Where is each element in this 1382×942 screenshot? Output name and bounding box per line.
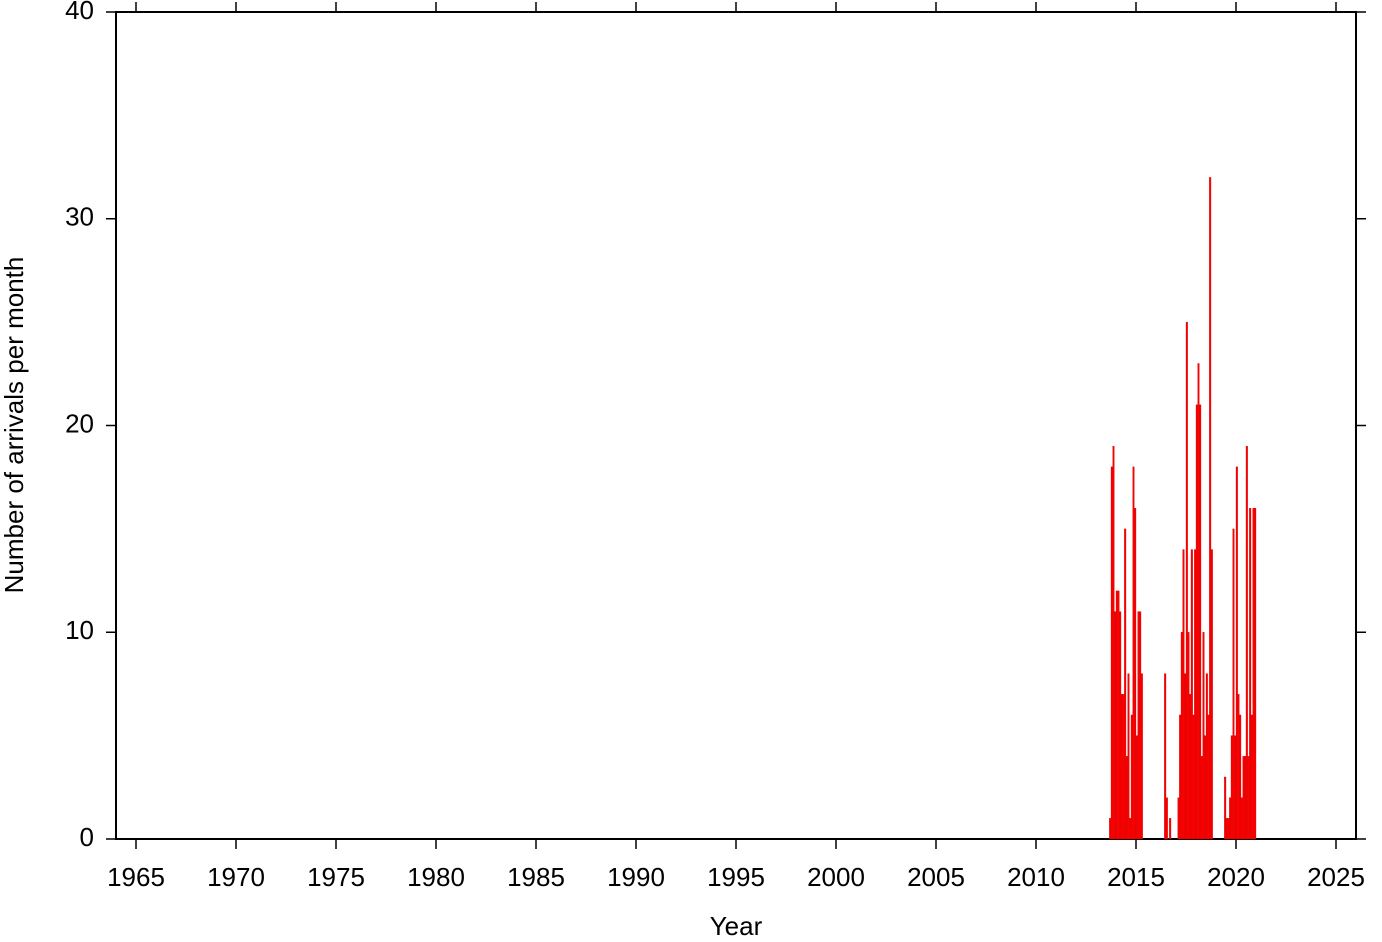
bar <box>1115 590 1118 840</box>
x-tick-label: 2020 <box>1207 862 1265 892</box>
bar <box>1130 714 1133 840</box>
bar <box>1197 363 1200 840</box>
x-tick-label: 1985 <box>507 862 565 892</box>
bar <box>1190 549 1193 840</box>
bar <box>1210 549 1213 840</box>
bar <box>1120 694 1123 840</box>
bar <box>1224 776 1227 840</box>
x-tick-label: 1980 <box>407 862 465 892</box>
bar <box>1119 611 1122 840</box>
bar <box>1199 404 1202 840</box>
bar <box>1137 611 1140 840</box>
bar <box>1247 756 1250 840</box>
x-tick-label: 1975 <box>307 862 365 892</box>
bar <box>1124 528 1127 840</box>
y-tick-label: 20 <box>65 408 94 438</box>
x-axis-label: Year <box>710 911 763 941</box>
bar <box>1127 673 1130 840</box>
bar <box>1225 818 1228 840</box>
bar <box>1129 818 1132 840</box>
bar <box>1234 735 1237 840</box>
bar <box>1164 673 1167 840</box>
bar <box>1109 818 1112 840</box>
y-tick-label: 0 <box>80 822 94 852</box>
bar <box>1250 714 1253 840</box>
x-tick-label: 1970 <box>207 862 265 892</box>
bar <box>1254 508 1257 840</box>
bar <box>1252 508 1255 840</box>
bar <box>1244 756 1247 840</box>
x-tick-label: 2025 <box>1307 862 1365 892</box>
bar <box>1192 714 1195 840</box>
plot-frame <box>115 11 1357 840</box>
y-tick-label: 30 <box>65 202 94 232</box>
x-tick-label: 1965 <box>107 862 165 892</box>
x-tick-label: 2000 <box>807 862 865 892</box>
bar <box>1240 797 1243 840</box>
bar <box>1189 694 1192 840</box>
bar <box>1242 756 1245 840</box>
x-tick-label: 2015 <box>1107 862 1165 892</box>
bar <box>1195 404 1198 840</box>
bar <box>1230 735 1233 840</box>
bar <box>1110 466 1113 840</box>
bar <box>1179 714 1182 840</box>
bar <box>1117 590 1120 840</box>
y-axis-label: Number of arrivals per month <box>0 257 29 594</box>
bar <box>1204 735 1207 840</box>
bar <box>1229 797 1232 840</box>
y-tick-label: 10 <box>65 615 94 645</box>
bar <box>1185 321 1188 840</box>
bar <box>1207 714 1210 840</box>
bar <box>1114 611 1117 840</box>
bar <box>1209 177 1212 840</box>
bar <box>1205 673 1208 840</box>
x-tick-label: 1995 <box>707 862 765 892</box>
bar <box>1125 756 1128 840</box>
bar <box>1187 632 1190 840</box>
bar <box>1182 549 1185 840</box>
bar <box>1239 714 1242 840</box>
bar <box>1169 818 1172 840</box>
bar <box>1132 466 1135 840</box>
bar <box>1249 508 1252 840</box>
bar <box>1165 797 1168 840</box>
bar <box>1232 528 1235 840</box>
bar <box>1177 797 1180 840</box>
bar <box>1180 632 1183 840</box>
bar <box>1184 673 1187 840</box>
bar <box>1235 466 1238 840</box>
bar <box>1202 632 1205 840</box>
y-tick-label: 40 <box>65 0 94 25</box>
x-tick-label: 2010 <box>1007 862 1065 892</box>
bar <box>1194 549 1197 840</box>
bar <box>1245 446 1248 840</box>
bar <box>1237 694 1240 840</box>
bar <box>1227 818 1230 840</box>
bar <box>1122 694 1125 840</box>
bar <box>1135 735 1138 840</box>
x-tick-label: 1990 <box>607 862 665 892</box>
x-tick-label: 2005 <box>907 862 965 892</box>
bar <box>1140 673 1143 840</box>
bar <box>1112 446 1115 840</box>
bar <box>1139 611 1142 840</box>
bar <box>1134 508 1137 840</box>
bar <box>1200 756 1203 840</box>
